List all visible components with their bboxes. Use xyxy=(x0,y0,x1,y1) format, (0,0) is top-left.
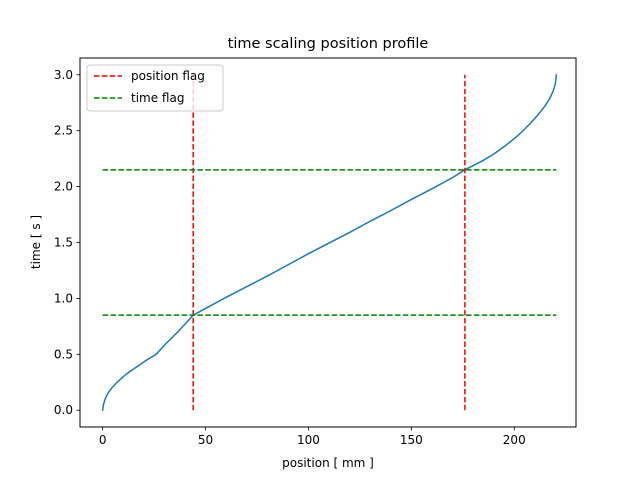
y-tick-label: 2.5 xyxy=(54,124,73,138)
y-axis-title: time [ s ] xyxy=(29,215,43,269)
tick-layer: 0 50 100 150 200 0.0 0.5 1.0 1.5 2.0 2.5 3.0 xyxy=(54,68,526,447)
x-tick-label: 100 xyxy=(297,433,320,447)
x-tick-label: 50 xyxy=(198,433,213,447)
legend-label-position-flag: position flag xyxy=(131,69,205,83)
y-tick-label: 1.5 xyxy=(54,236,73,250)
legend-label-time-flag: time flag xyxy=(131,91,184,105)
x-axis-title: position [ mm ] xyxy=(282,456,374,470)
plot-area xyxy=(101,74,557,411)
legend: position flag time flag xyxy=(86,64,224,112)
x-tick-label: 0 xyxy=(99,433,107,447)
y-tick-label: 0.5 xyxy=(54,347,73,361)
axes-frame xyxy=(79,57,577,428)
x-tick-label: 150 xyxy=(400,433,423,447)
y-tick-label: 0.0 xyxy=(54,403,73,417)
y-tick-label: 3.0 xyxy=(54,68,73,82)
chart-title: time scaling position profile xyxy=(228,36,429,52)
x-tick-label: 200 xyxy=(503,433,526,447)
y-tick-label: 1.0 xyxy=(54,291,73,305)
y-tick-label: 2.0 xyxy=(54,180,73,194)
time-position-curve xyxy=(101,74,557,411)
